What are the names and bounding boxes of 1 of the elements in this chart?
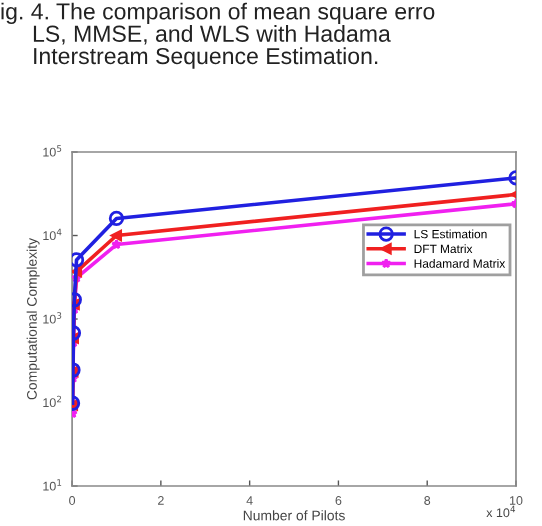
- chart-title: ig. 4. The comparison of mean square erro LS, MMSE, and WLS with Hadama Interstream Sequence Estimation.: [1, 2, 435, 69]
